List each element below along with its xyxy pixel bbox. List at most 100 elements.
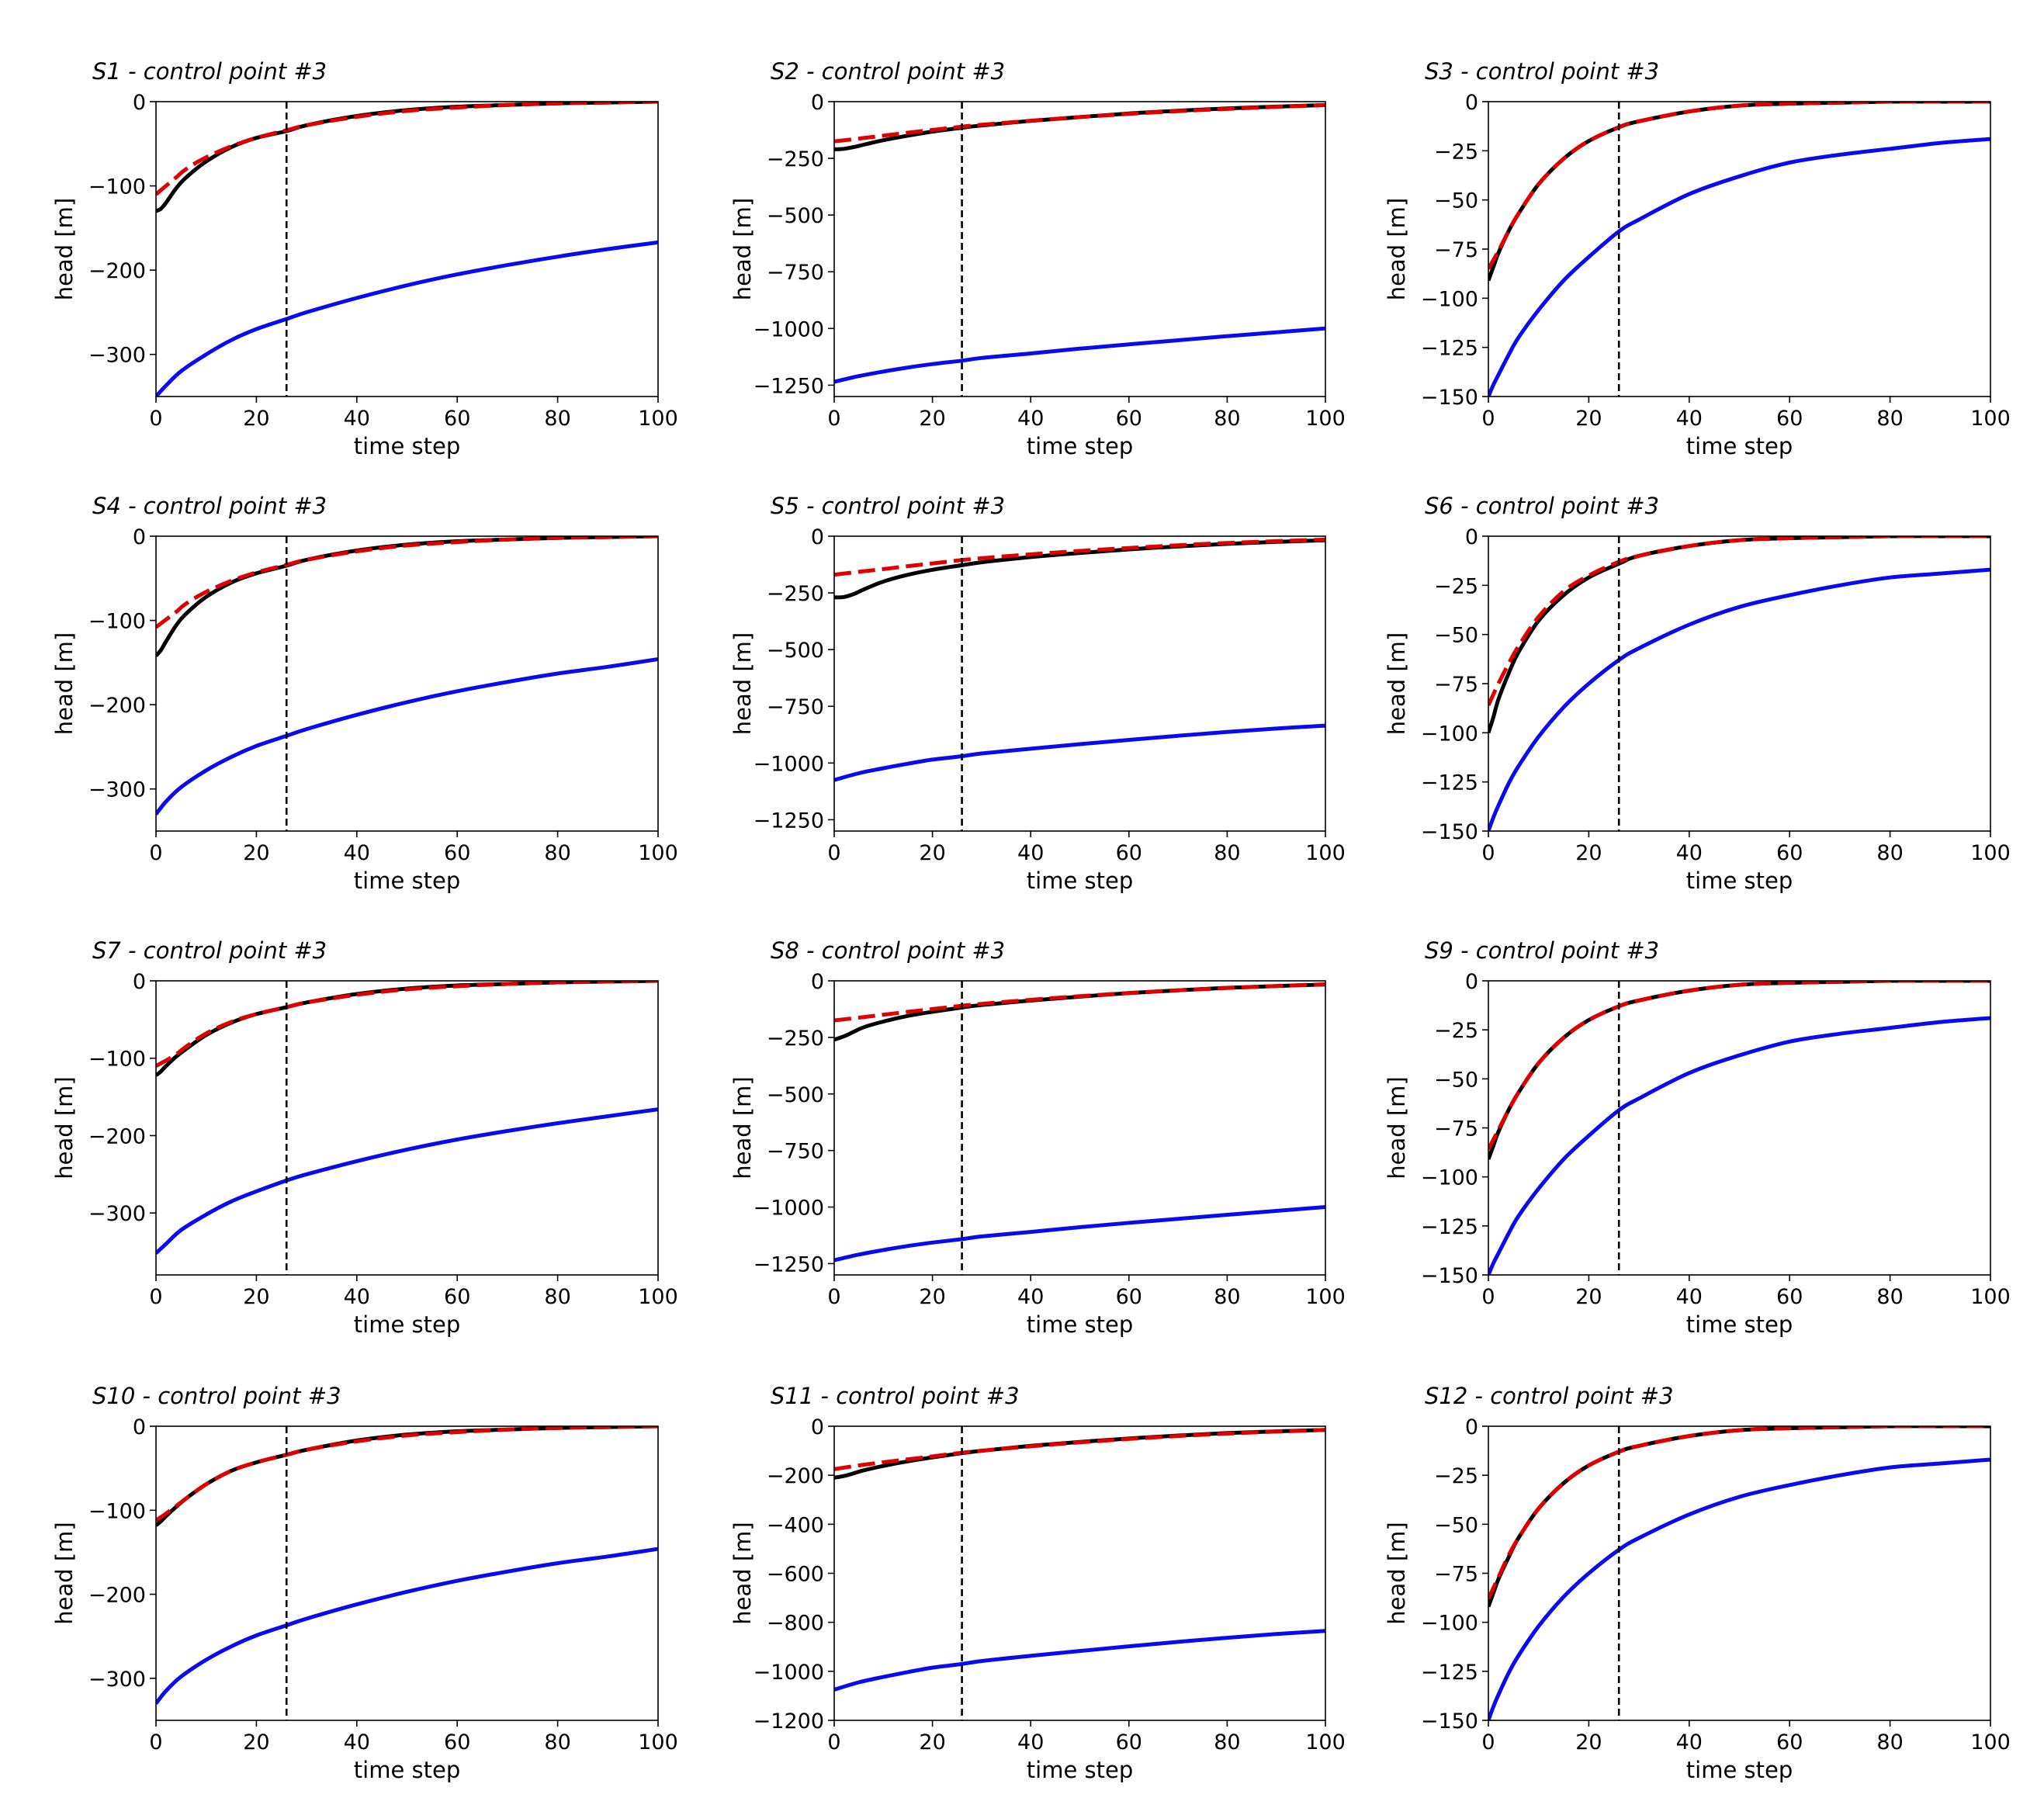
x-axis-label: time step <box>1027 1311 1133 1338</box>
chart-title: S1 - control point #3 <box>92 58 327 85</box>
y-tick-label: 0 <box>811 970 824 994</box>
x-axis-label: time step <box>354 1311 460 1338</box>
x-tick-label: 80 <box>1214 1285 1240 1309</box>
x-tick-label: 100 <box>1305 1730 1346 1754</box>
x-tick-label: 40 <box>344 407 370 431</box>
series-line-blue <box>156 240 658 397</box>
series-line-blue <box>156 657 658 816</box>
chart-panel-6: S6 - control point #3 0 20 40 60 80 100 0 −25 −50… <box>1384 493 2011 894</box>
y-tick-label: −100 <box>88 175 146 199</box>
y-tick-label: −25 <box>1434 1019 1478 1043</box>
y-tick-label: −100 <box>88 1499 146 1523</box>
y-tick-label: 0 <box>1465 91 1478 115</box>
y-tick-label: −50 <box>1434 189 1478 213</box>
x-tick-label: 60 <box>1776 841 1803 865</box>
x-axis-label: time step <box>1027 868 1133 894</box>
y-tick-label: −50 <box>1434 1068 1478 1092</box>
y-tick-label: 0 <box>133 525 146 549</box>
series-line-black <box>156 1426 658 1527</box>
x-tick-label: 0 <box>149 1285 162 1309</box>
series-line-red <box>156 1426 658 1522</box>
curves <box>156 981 658 1255</box>
series-line-blue <box>1488 1457 1990 1720</box>
y-tick-label: −750 <box>767 261 824 285</box>
curves <box>834 102 1325 384</box>
chart-title: S8 - control point #3 <box>771 937 1005 964</box>
x-tick-label: 40 <box>1017 1730 1044 1754</box>
x-tick-label: 80 <box>1214 1730 1240 1754</box>
x-tick-label: 40 <box>1676 841 1703 865</box>
x-tick-label: 20 <box>1575 1285 1602 1309</box>
series-line-red <box>1488 536 1990 706</box>
series-line-blue <box>834 1205 1325 1263</box>
y-tick-label: −300 <box>88 778 146 802</box>
x-tick-label: 60 <box>444 841 470 865</box>
series-line-red <box>156 536 658 629</box>
y-tick-label: −200 <box>88 1584 146 1608</box>
x-tick-label: 0 <box>827 407 840 431</box>
chart-panel-7: S7 - control point #3 0 20 40 60 80 100 0 −100 −2… <box>51 937 678 1338</box>
x-tick-label: 40 <box>1017 407 1044 431</box>
y-tick-label: −1000 <box>754 1197 824 1221</box>
chart-panel-8: S8 - control point #3 0 20 40 60 80 100 0 −250 −5… <box>729 937 1346 1338</box>
series-line-black <box>1488 102 1990 282</box>
x-tick-label: 60 <box>444 407 470 431</box>
series-line-blue <box>1488 567 1990 831</box>
chart-title: S12 - control point #3 <box>1425 1383 1674 1409</box>
series-line-blue <box>834 1629 1325 1692</box>
x-tick-label: 20 <box>919 407 945 431</box>
y-tick-label: −150 <box>1421 386 1478 410</box>
x-tick-label: 20 <box>243 1730 269 1754</box>
x-tick-label: 60 <box>444 1285 470 1309</box>
x-tick-label: 20 <box>919 1730 945 1754</box>
x-axis-label: time step <box>1027 1757 1133 1783</box>
series-line-blue <box>1488 137 1990 397</box>
y-tick-label: −125 <box>1421 337 1478 361</box>
y-axis-label: head [m] <box>1384 632 1410 736</box>
y-axis-label: head [m] <box>729 1522 756 1625</box>
x-tick-label: 80 <box>1876 407 1903 431</box>
x-tick-label: 60 <box>1116 407 1142 431</box>
series-line-black <box>834 1428 1325 1480</box>
x-tick-label: 60 <box>1116 841 1142 865</box>
x-tick-label: 60 <box>1776 1730 1803 1754</box>
y-tick-label: −1000 <box>754 317 824 341</box>
y-axis-label: head [m] <box>729 1076 756 1179</box>
series-line-red <box>1488 1426 1990 1600</box>
y-tick-label: −150 <box>1421 1709 1478 1734</box>
chart-title: S11 - control point #3 <box>771 1383 1020 1409</box>
x-axis-label: time step <box>1686 868 1793 894</box>
axes-frame <box>155 101 659 397</box>
y-tick-label: −1200 <box>754 1709 824 1734</box>
x-tick-label: 100 <box>1305 407 1346 431</box>
y-axis-label: head [m] <box>51 198 78 301</box>
y-tick-label: −50 <box>1434 1513 1478 1537</box>
axes-frame <box>833 1425 1326 1721</box>
y-tick-label: −300 <box>88 1668 146 1692</box>
x-tick-label: 20 <box>243 841 269 865</box>
series-line-blue <box>156 1107 658 1255</box>
y-tick-label: 0 <box>1465 970 1478 994</box>
x-tick-label: 100 <box>1970 1285 2011 1309</box>
y-tick-label: −25 <box>1434 140 1478 164</box>
y-axis-label: head [m] <box>729 632 756 736</box>
y-tick-label: −750 <box>767 695 824 719</box>
series-line-red <box>834 537 1325 577</box>
y-tick-label: −150 <box>1421 820 1478 844</box>
y-tick-label: −200 <box>88 259 146 283</box>
y-tick-label: −750 <box>767 1140 824 1164</box>
chart-title: S2 - control point #3 <box>771 58 1005 85</box>
y-tick-label: 0 <box>811 1415 824 1439</box>
y-tick-label: −200 <box>88 1124 146 1148</box>
x-tick-label: 100 <box>1970 841 2011 865</box>
series-line-blue <box>1488 1016 1990 1275</box>
axes-frame <box>833 101 1326 397</box>
y-tick-label: −250 <box>767 1027 824 1051</box>
y-tick-label: −800 <box>767 1612 824 1636</box>
x-axis-label: time step <box>1686 1757 1793 1783</box>
chart-panel-4: S4 - control point #3 0 20 40 60 80 100 0 −100 −2… <box>51 493 678 894</box>
chart-panel-2: S2 - control point #3 0 20 40 60 80 100 0 −250 −5… <box>729 58 1346 459</box>
axes-frame <box>833 535 1326 832</box>
x-tick-label: 80 <box>544 841 570 865</box>
y-axis-label: head [m] <box>1384 1522 1410 1625</box>
